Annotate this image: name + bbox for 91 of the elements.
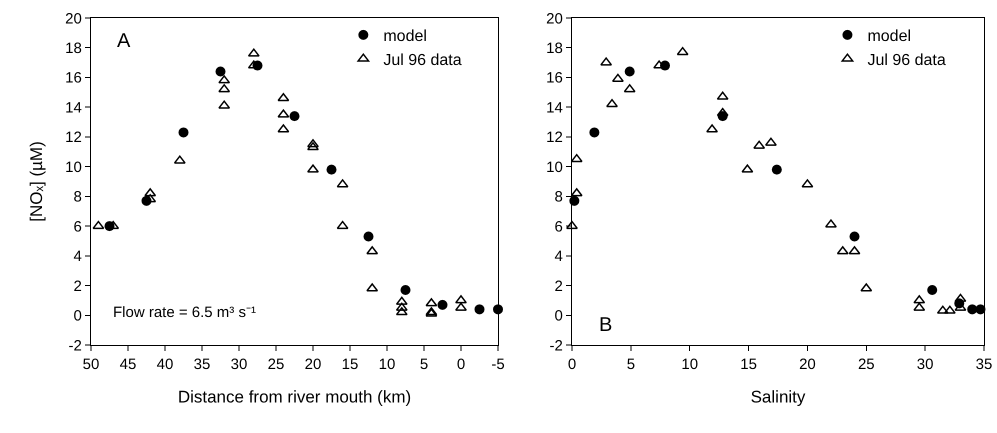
x-tick-label: 0: [568, 356, 576, 374]
y-tick-label: 20: [65, 10, 82, 28]
point: [860, 283, 872, 292]
y-tick-label: 0: [554, 308, 563, 325]
y-tick-label: 18: [65, 40, 82, 57]
point: [954, 294, 966, 302]
x-tick-label: 35: [194, 356, 210, 374]
y-tick-label: 18: [546, 40, 563, 57]
x-tick-label: 50: [82, 356, 100, 374]
point: [277, 109, 290, 118]
annotation: B: [599, 314, 612, 336]
point: [716, 108, 729, 116]
y-tick-label: 0: [73, 308, 82, 325]
x-tick-label: 0: [456, 356, 466, 374]
point: [364, 232, 374, 242]
x-tick-label: 30: [916, 356, 934, 374]
point: [600, 57, 612, 66]
x-tick-label: 40: [156, 356, 174, 374]
y-tick-label: 10: [546, 158, 563, 176]
point: [307, 139, 319, 148]
x-tick-label: 5: [626, 356, 636, 374]
point: [772, 164, 782, 175]
point: [326, 164, 336, 175]
y-tick-label: 4: [554, 248, 563, 266]
point: [975, 304, 986, 314]
legend-label: Jul 96 data: [383, 52, 462, 69]
x-tick-label: 35: [976, 356, 992, 374]
x-tick-label: 25: [268, 356, 284, 374]
point: [676, 46, 689, 56]
x-tick-label: 20: [304, 356, 322, 374]
point: [741, 164, 754, 173]
x-tick-label: 45: [120, 356, 136, 374]
point: [455, 295, 467, 304]
x-tick-label: 5: [420, 356, 428, 374]
point: [825, 219, 837, 228]
point: [927, 285, 938, 295]
y-axis-title: [NOₓ] (µM): [26, 141, 46, 222]
y-tick-label: 12: [546, 129, 563, 146]
point: [178, 127, 188, 138]
point: [92, 220, 104, 230]
legend-label: model: [383, 28, 427, 46]
point: [307, 164, 319, 173]
x-tick-label: 10: [378, 356, 396, 374]
annotation: A: [117, 30, 131, 52]
y-tick-label: 4: [73, 248, 82, 266]
y-tick-label: 12: [65, 129, 82, 146]
point: [848, 246, 860, 254]
y-tick-label: 20: [546, 10, 563, 28]
point: [174, 155, 186, 164]
point: [850, 232, 860, 242]
point: [570, 154, 583, 162]
point: [438, 300, 448, 310]
point: [336, 220, 349, 230]
legend-label: model: [867, 28, 912, 46]
y-tick-label: 14: [65, 99, 82, 116]
y-tick-label: -2: [549, 337, 563, 354]
x-tick-label: 15: [342, 356, 358, 374]
x-tick-label: 20: [799, 356, 816, 374]
point: [307, 142, 319, 150]
point: [606, 98, 618, 108]
x-axis-title: Salinity: [750, 388, 806, 406]
y-tick-label: 8: [73, 188, 82, 206]
point: [589, 127, 600, 138]
point: [216, 66, 226, 77]
point: [566, 220, 578, 230]
legend-label: Jul 96 data: [867, 52, 946, 69]
annotation: Flow rate = 6.5 m³ s⁻¹: [113, 304, 256, 321]
x-tick-label: 15: [740, 356, 757, 374]
y-tick-label: -2: [68, 337, 82, 354]
x-tick-label: 25: [858, 356, 875, 374]
y-tick-label: 10: [65, 158, 82, 176]
point: [624, 66, 635, 77]
point: [366, 283, 378, 292]
y-tick-label: 16: [546, 70, 563, 87]
point: [455, 302, 467, 311]
point: [218, 100, 230, 109]
x-axis-title: Distance from river mouth (km): [178, 388, 412, 406]
y-tick-label: 14: [546, 99, 563, 116]
y-tick-label: 2: [73, 278, 82, 295]
point: [474, 304, 484, 314]
y-tick-label: 2: [554, 278, 563, 295]
point: [290, 111, 300, 122]
y-tick-label: 6: [73, 218, 82, 236]
x-tick-label: 30: [230, 356, 248, 374]
y-tick-label: 8: [554, 188, 563, 206]
y-tick-label: 16: [65, 70, 82, 87]
x-tick-label: 10: [681, 356, 698, 374]
point: [400, 285, 410, 295]
y-tick-label: 6: [554, 218, 563, 236]
point: [248, 48, 260, 57]
x-tick-label: -5: [491, 356, 505, 374]
